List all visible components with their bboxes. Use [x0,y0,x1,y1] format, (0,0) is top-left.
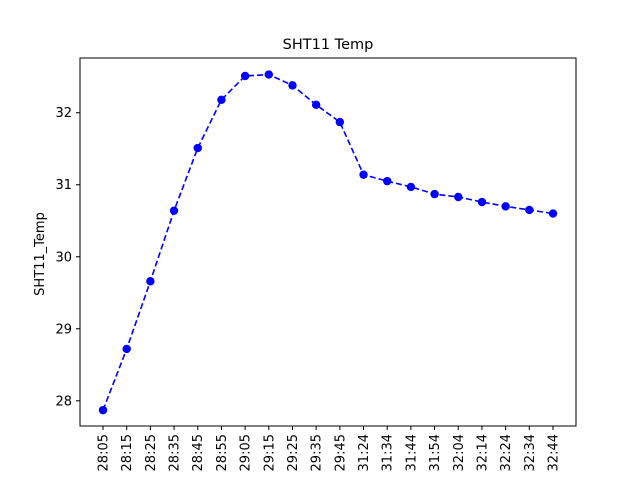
x-tick-label: 28:15 [120,434,135,471]
x-tick-label: 32:04 [452,434,467,471]
data-point [169,206,179,215]
x-tick-label: 32:14 [475,434,490,471]
data-point [501,202,510,211]
x-tick-label: 31:24 [357,434,372,471]
plot-frame [79,57,577,427]
x-tick-label: 28:25 [144,434,159,471]
y-tick-label: 31 [55,178,72,193]
data-point [335,117,345,127]
data-point [240,71,250,81]
data-point [122,344,131,354]
chart-title: SHT11 Temp [283,37,374,53]
y-tick-label: 30 [55,250,72,265]
data-point [193,143,202,153]
x-tick-label: 32:44 [547,434,562,471]
x-tick-label: 29:25 [286,434,301,471]
data-point [454,192,463,202]
y-tick-label: 32 [55,106,72,121]
data-point [98,405,108,415]
data-point [264,70,273,79]
data-point [311,100,321,110]
y-tick-label: 28 [55,394,72,409]
y-tick-label: 29 [55,322,72,337]
data-point [359,170,368,179]
data-point [430,189,439,199]
series-line [102,73,554,411]
x-tick-label: 32:24 [499,434,514,471]
x-tick-label: 29:35 [310,434,325,471]
x-tick-label: 28:45 [191,434,206,471]
x-tick-label: 29:15 [262,434,277,471]
data-point [548,209,558,218]
x-tick-label: 31:34 [381,434,396,471]
x-tick-label: 28:55 [215,434,230,471]
data-point [146,277,155,286]
x-tick-label: 32:34 [523,434,538,471]
x-tick-label: 29:05 [239,434,254,471]
data-point [217,95,226,104]
data-point [477,197,487,207]
x-tick-label: 31:44 [404,434,419,471]
data-point [383,176,392,186]
plot-area: 28 29 30 31 32 28:05 28:15 28:25 28:35 28:45 28:55… [55,57,577,471]
x-tick-label: 29:45 [333,434,348,471]
data-point [525,205,534,215]
data-point [288,81,297,90]
x-tick-label: 28:05 [97,434,112,471]
x-tick-label: 31:54 [428,434,443,471]
data-point [406,182,416,192]
y-axis-label: SHT11_Temp [33,212,48,296]
x-tick-label: 28:35 [168,434,183,471]
